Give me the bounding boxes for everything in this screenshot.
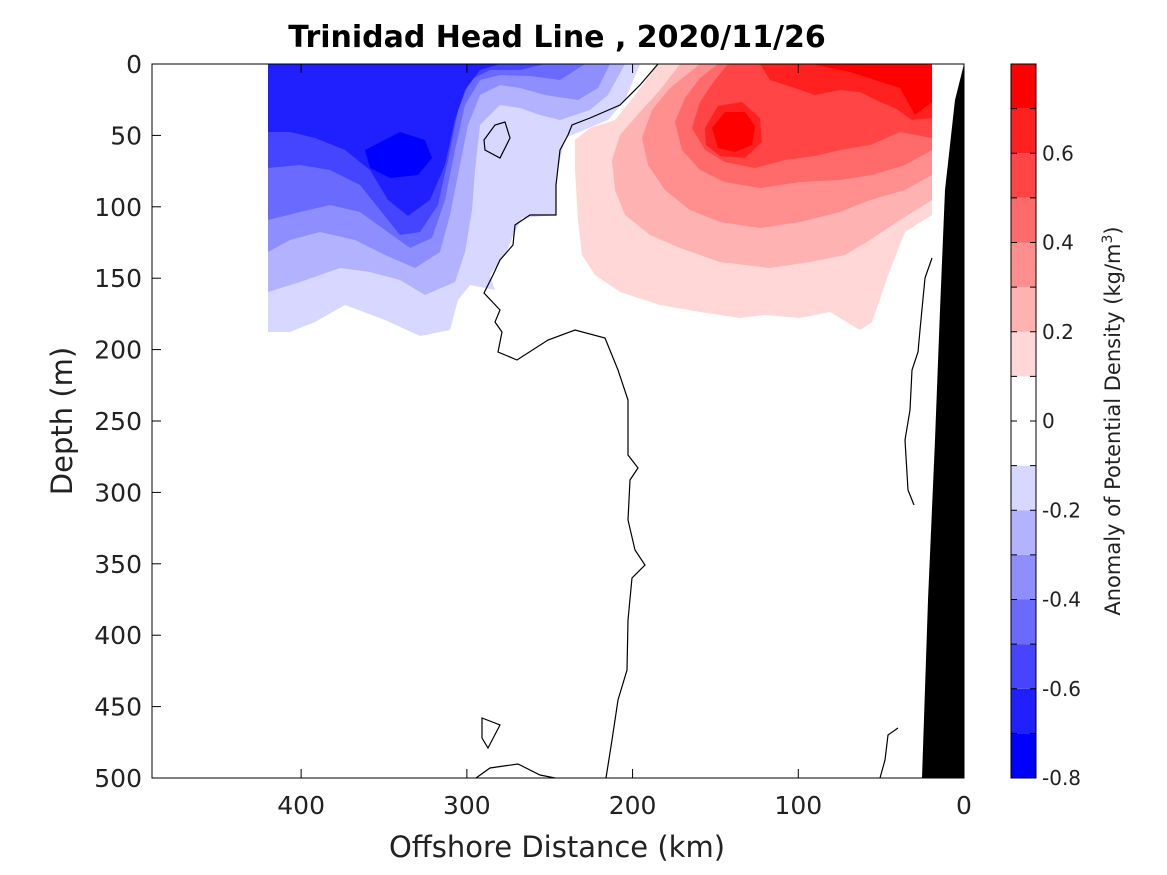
zero-contour-lines: [475, 63, 933, 779]
positive-anomaly-region: [575, 64, 932, 330]
colorbar-swatch: [1011, 376, 1036, 421]
colorbar-tick-label: 0: [1042, 409, 1055, 433]
colorbar-tick-label: -0.2: [1042, 498, 1081, 522]
colorbar-frame: [1010, 63, 1037, 779]
y-tick-label: 150: [94, 264, 142, 293]
zero-contour-main: [483, 63, 659, 779]
x-tick-label: 0: [956, 791, 972, 820]
colorbar-swatch: [1011, 242, 1036, 288]
y-tick-label: 350: [94, 550, 142, 579]
contour-fill-pos-0.7: [812, 64, 932, 115]
colorbar-swatch: [1011, 108, 1036, 154]
x-tick-label: 300: [443, 791, 491, 820]
y-tick-label: 500: [94, 764, 142, 793]
y-tick-label: 450: [94, 693, 142, 722]
x-tick-label: 400: [277, 791, 325, 820]
y-axis: 0 50 100 150 200 250 300 350 400 450 500: [94, 50, 964, 793]
y-tick-label: 200: [94, 336, 142, 365]
y-tick-label: 50: [110, 121, 142, 150]
negative-anomaly-region: [268, 64, 640, 336]
contour-fill-neg-0.6: [268, 64, 500, 216]
colorbar-swatch: [1011, 421, 1036, 466]
colorbar-label-end: ): [1101, 226, 1125, 234]
colorbar-swatch: [1011, 688, 1036, 734]
zero-contour-deep-left: [481, 717, 501, 750]
chart-title: Trinidad Head Line , 2020/11/26: [288, 20, 825, 55]
contour-fill-neg-0.7: [365, 132, 432, 178]
y-tick-label: 400: [94, 621, 142, 650]
colorbar-tick-label: 0.6: [1042, 141, 1074, 165]
colorbar-swatch: [1011, 733, 1036, 778]
x-axis: 400 300 200 100 0: [277, 64, 972, 820]
y-tick-label: 250: [94, 407, 142, 436]
contour-fill-pos-0.7b: [712, 112, 755, 152]
colorbar-tick-label: -0.8: [1042, 766, 1081, 790]
x-axis-label: Offshore Distance (km): [389, 830, 725, 864]
y-tick-label: 100: [94, 193, 142, 222]
zero-contour-island: [483, 121, 511, 159]
colorbar-swatch: [1011, 510, 1036, 555]
colorbar-swatch: [1011, 331, 1036, 377]
plot-area: [151, 63, 965, 779]
colorbar-swatch: [1011, 197, 1036, 243]
colorbar-swatch: [1011, 554, 1036, 600]
colorbar-label-superscript: 3: [1100, 235, 1116, 244]
colorbar-swatch: [1011, 153, 1036, 198]
colorbar-swatch: [1011, 599, 1036, 645]
colorbar-swatch: [1011, 64, 1036, 109]
zero-contour-bottom: [475, 763, 556, 779]
colorbar-swatch: [1011, 287, 1036, 332]
colorbar: 0.6 0.4 0.2 0 -0.2 -0.4 -0.6 -0.8: [1010, 63, 1081, 790]
y-tick-label: 0: [126, 50, 142, 79]
colorbar-tick-label: -0.4: [1042, 588, 1081, 612]
colorbar-label: Anomaly of Potential Density (kg/m3): [1100, 226, 1125, 615]
zero-contour-near-shore: [904, 257, 933, 506]
x-tick-label: 200: [609, 791, 657, 820]
colorbar-swatch: [1011, 644, 1036, 689]
colorbar-swatch: [1011, 465, 1036, 511]
y-axis-label: Depth (m): [45, 347, 79, 495]
bathymetry-shelf: [922, 64, 964, 778]
colorbar-tick-label: 0.2: [1042, 320, 1074, 344]
x-tick-label: 100: [774, 791, 822, 820]
colorbar-label-main: Anomaly of Potential Density (kg/m: [1101, 244, 1125, 616]
colorbar-tick-label: -0.6: [1042, 677, 1081, 701]
zero-contour-near-shore-bottom: [879, 727, 899, 779]
y-tick-label: 300: [94, 478, 142, 507]
colorbar-tick-label: 0.4: [1042, 231, 1074, 255]
